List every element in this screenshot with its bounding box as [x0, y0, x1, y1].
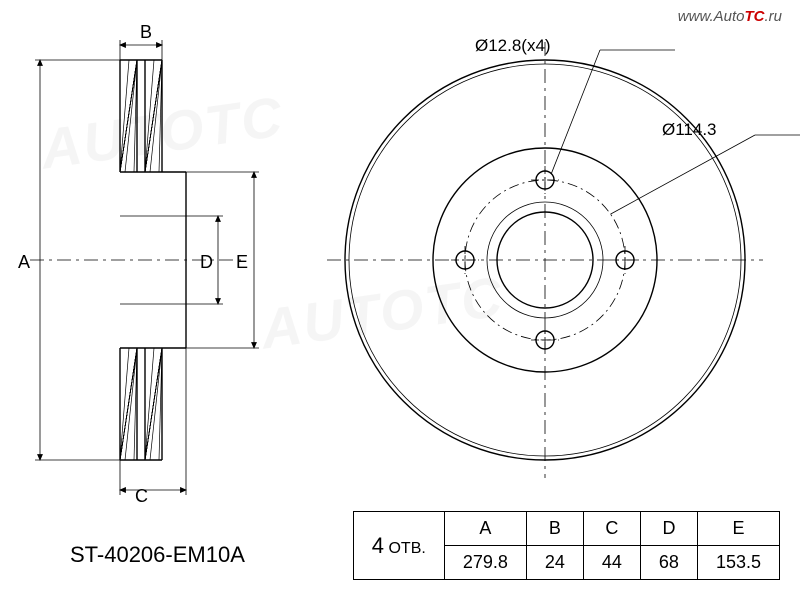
side-view [0, 0, 340, 520]
label-D: D [200, 252, 213, 273]
label-B: B [140, 22, 152, 43]
label-E: E [236, 252, 248, 273]
label-C: C [135, 486, 148, 507]
label-A: A [18, 252, 30, 273]
label-pcd-dia: Ø114.3 [662, 120, 717, 140]
hdr-E: E [697, 512, 779, 546]
url-red: TC [744, 8, 764, 25]
holes-word: ОТВ. [388, 540, 425, 557]
val-E: 153.5 [697, 546, 779, 580]
val-B: 24 [526, 546, 583, 580]
url-prefix: www. [678, 8, 714, 25]
label-bolt-dia: Ø12.8(x4) [475, 36, 551, 56]
source-url: www.AutoTC.ru [678, 8, 782, 25]
val-D: 68 [640, 546, 697, 580]
val-A: 279.8 [444, 546, 526, 580]
front-view [340, 0, 800, 520]
holes-count: 4 [372, 533, 384, 558]
url-main: Auto [714, 8, 745, 25]
hdr-D: D [640, 512, 697, 546]
part-number: ST-40206-EM10A [70, 542, 245, 568]
hdr-B: B [526, 512, 583, 546]
holes-cell: 4 ОТВ. [353, 512, 444, 580]
url-suffix: .ru [764, 8, 782, 25]
val-C: 44 [583, 546, 640, 580]
dimensions-table: 4 ОТВ. A B C D E 279.8 24 44 68 153.5 [353, 511, 780, 580]
hdr-A: A [444, 512, 526, 546]
hdr-C: C [583, 512, 640, 546]
